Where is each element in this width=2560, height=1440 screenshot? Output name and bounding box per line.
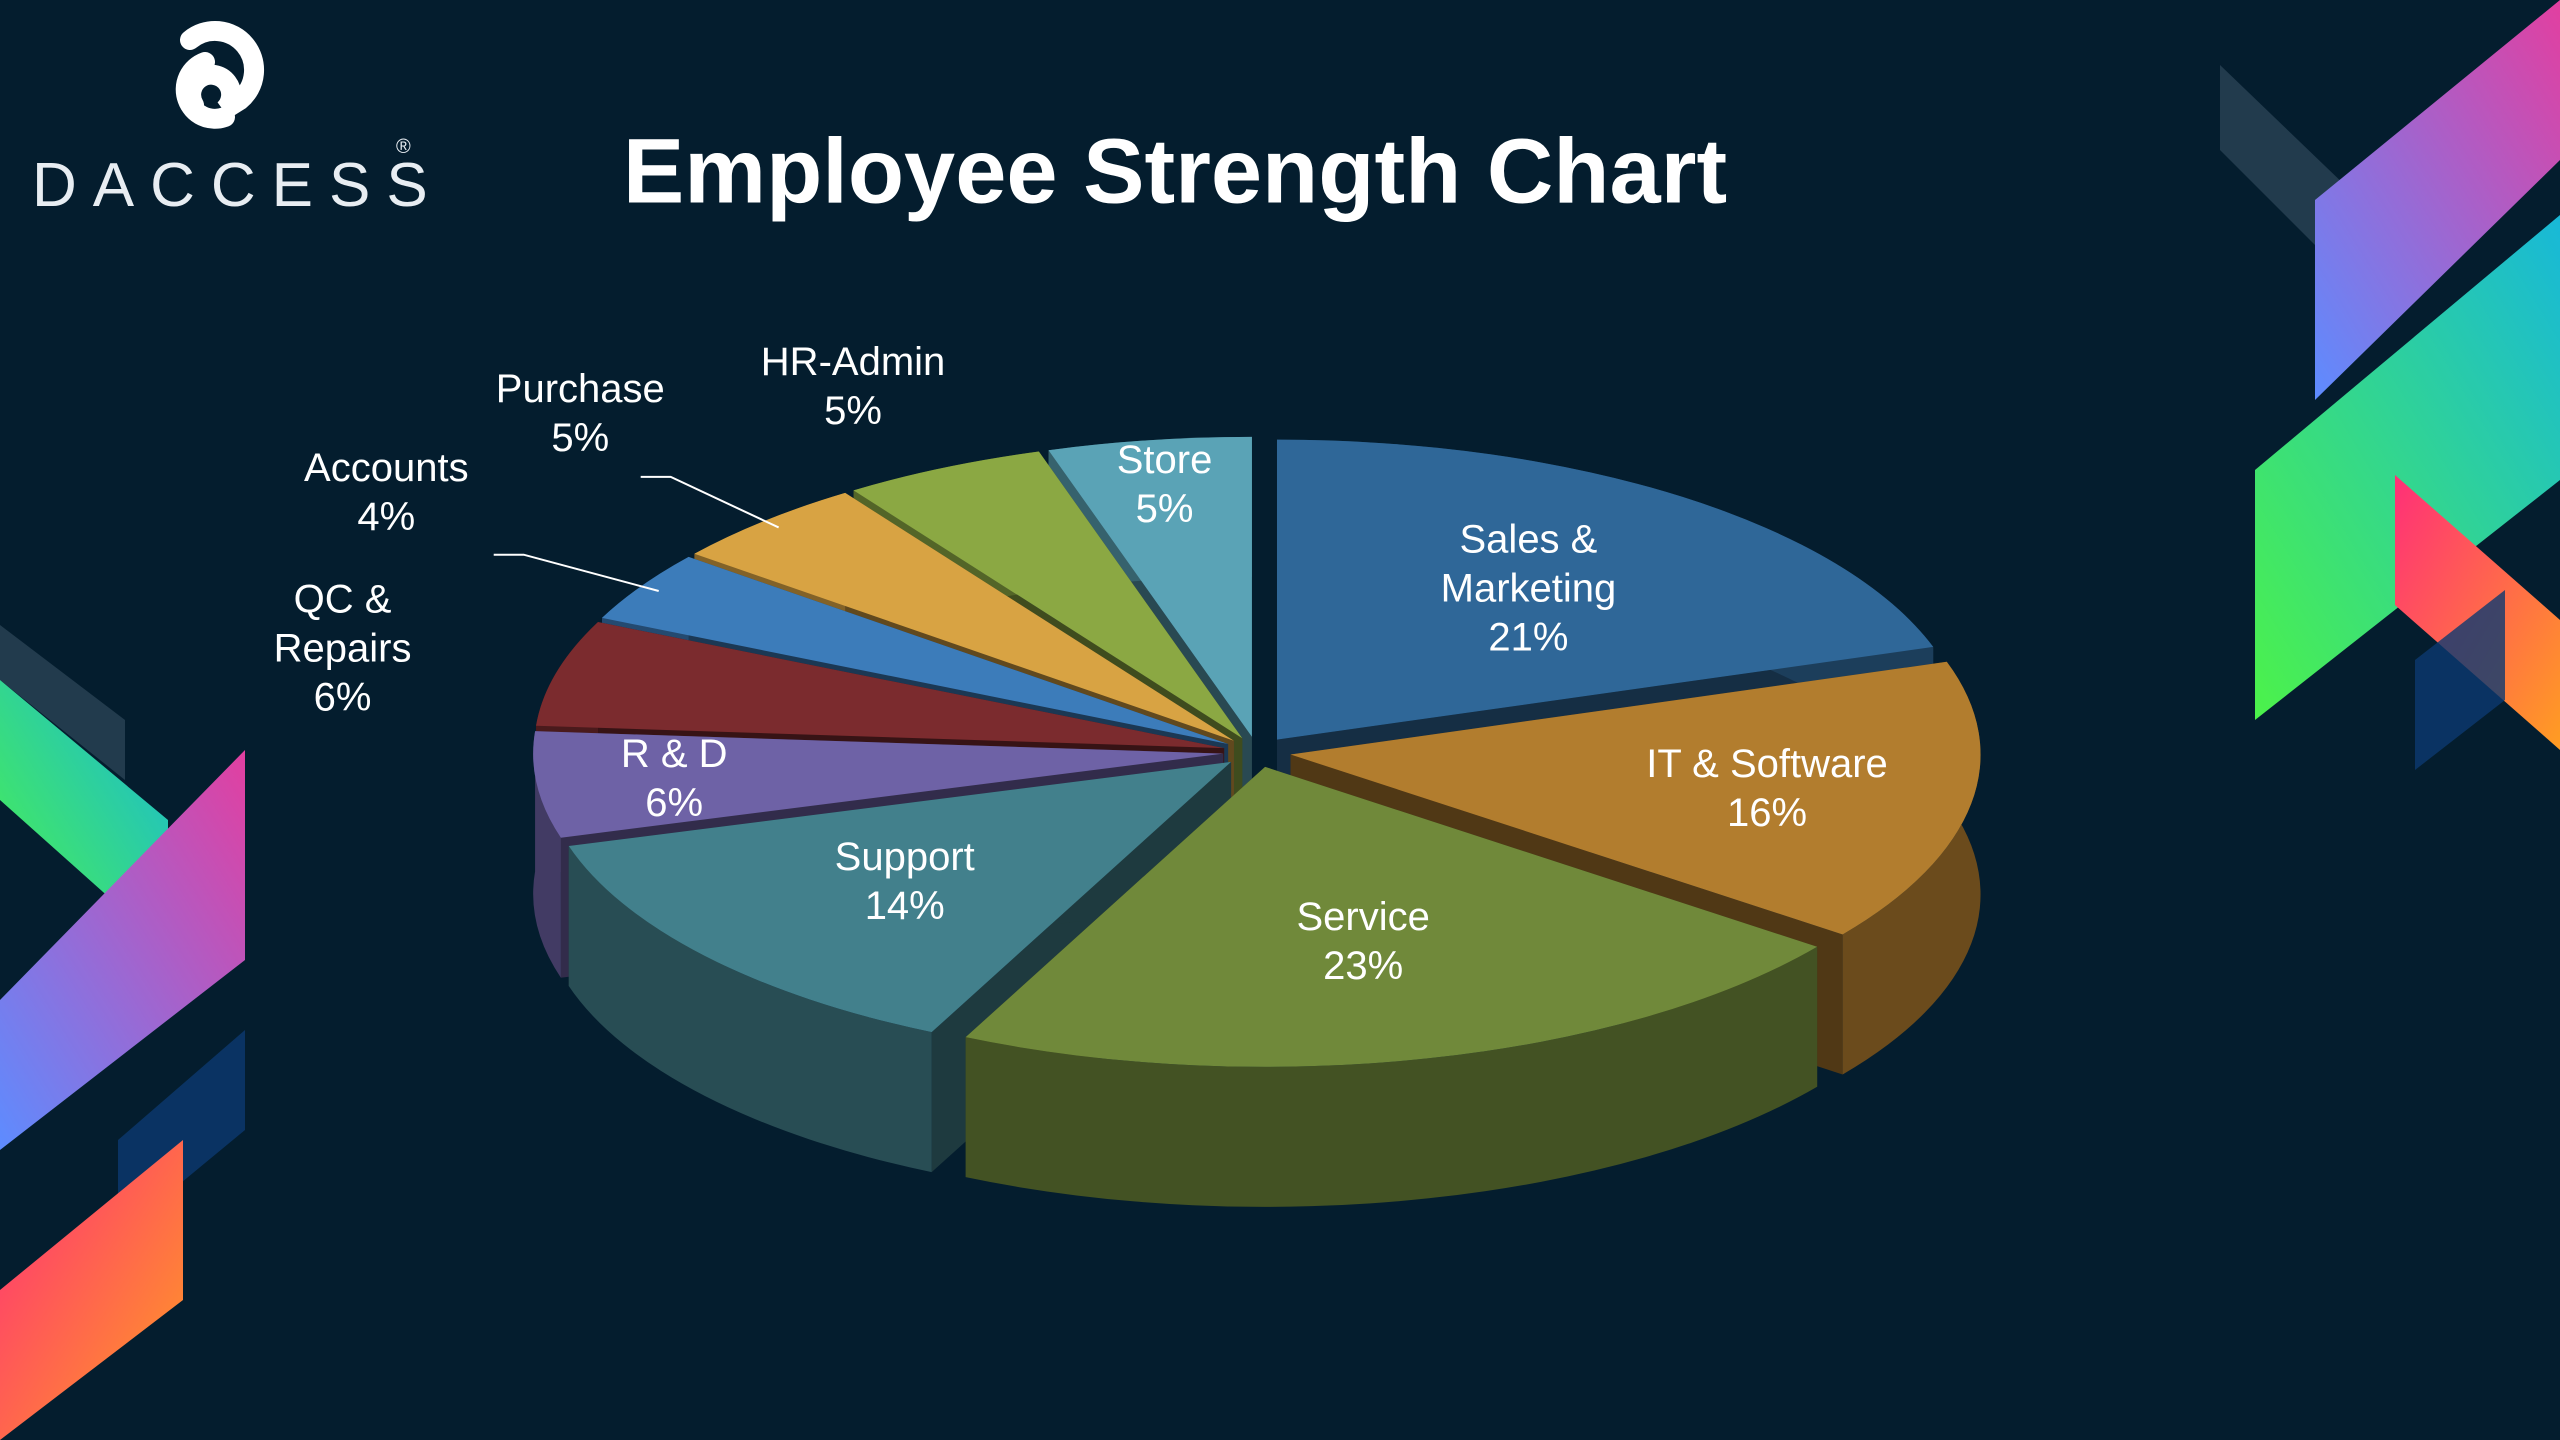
pie-slice xyxy=(1276,439,1934,740)
value-label: 6% xyxy=(313,675,372,720)
slice-label: Service 23% xyxy=(1213,893,1513,991)
pie-slice xyxy=(694,492,1234,741)
slice-wall xyxy=(568,846,932,1173)
pie-slice xyxy=(1290,661,1981,935)
category-label: Service xyxy=(1296,894,1430,939)
slice-label: Sales & Marketing 21% xyxy=(1378,516,1678,663)
slice-label: Purchase 5% xyxy=(480,365,680,463)
value-label: 6% xyxy=(645,780,704,825)
value-label: 5% xyxy=(551,415,610,460)
leader-line xyxy=(493,553,659,592)
pie-slice xyxy=(533,731,1224,838)
slice-label: Accounts 4% xyxy=(286,444,486,542)
category-label: HR-Admin xyxy=(760,339,946,384)
value-label: 16% xyxy=(1726,790,1808,835)
category-label: Support xyxy=(834,835,975,880)
slice-wall xyxy=(533,731,561,978)
category-label: IT & Software xyxy=(1646,741,1888,786)
pie-slice xyxy=(601,556,1229,744)
pie-slice xyxy=(536,622,1225,749)
category-label: Accounts xyxy=(304,446,469,491)
pie-slice xyxy=(568,761,1232,1033)
brand-mark: ® xyxy=(396,136,411,158)
slice-label: IT & Software 16% xyxy=(1617,740,1917,838)
value-label: 14% xyxy=(864,884,945,929)
slice-wall xyxy=(1842,661,1981,1075)
chart-title: Employee Strength Chart xyxy=(622,120,1728,223)
category-label: QC & Repairs xyxy=(273,577,412,671)
category-label: Purchase xyxy=(495,366,665,411)
pie-slice xyxy=(1048,436,1252,737)
category-label: Store xyxy=(1116,437,1213,482)
slice-label: HR-Admin 5% xyxy=(753,338,953,436)
slice-label: R & D 6% xyxy=(524,730,824,828)
slice-wall xyxy=(965,946,1818,1207)
category-label: Sales & Marketing xyxy=(1440,517,1617,611)
value-label: 5% xyxy=(1135,486,1194,531)
leader-line xyxy=(640,475,780,529)
slice-label: Store 5% xyxy=(1015,436,1315,534)
slice-label: QC & Repairs 6% xyxy=(243,575,443,722)
pie-slice xyxy=(965,766,1818,1067)
category-label: R & D xyxy=(620,731,728,776)
value-label: 5% xyxy=(824,388,882,433)
pie-slice xyxy=(853,451,1243,739)
value-label: 21% xyxy=(1488,615,1569,660)
brand-name: DACCESS xyxy=(32,151,444,220)
value-label: 4% xyxy=(357,495,416,540)
slice-label: Support 14% xyxy=(755,833,1055,931)
value-label: 23% xyxy=(1323,943,1404,988)
